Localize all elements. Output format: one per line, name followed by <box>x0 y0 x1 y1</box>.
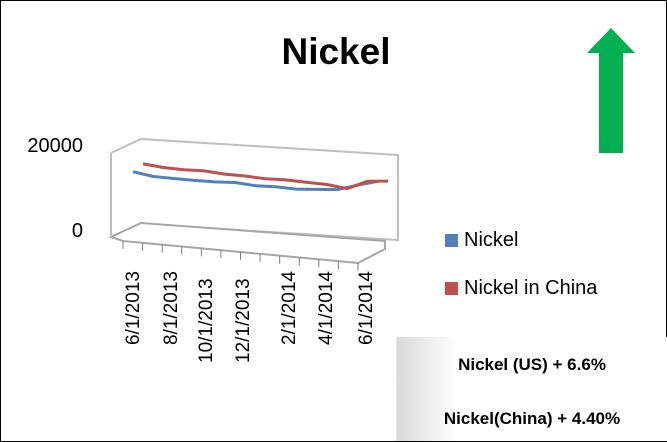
chart-floor <box>108 221 386 265</box>
legend-swatch-nickel <box>445 234 458 247</box>
x-tick-label: 2/1/2014 <box>279 271 300 345</box>
callout-china-change: Nickel(China) + 4.40% <box>443 409 621 428</box>
x-tick-label: 10/1/2013 <box>196 278 217 363</box>
x-tick-label: 12/1/2013 <box>233 278 254 363</box>
x-tick-label: 6/1/2014 <box>356 271 377 345</box>
legend-item-nickel-in-china: Nickel in China <box>445 277 597 300</box>
x-tick-label: 4/1/2014 <box>316 271 337 345</box>
y-tick-label-20000: 20000 <box>27 135 83 157</box>
x-tick-label: 8/1/2013 <box>161 271 182 345</box>
legend-label-nickel-in-china: Nickel in China <box>464 277 598 299</box>
y-tick-label-0: 0 <box>71 220 83 242</box>
callout-us-change: Nickel (US) + 6.6% <box>458 355 606 374</box>
legend-swatch-nickel-in-china <box>445 282 458 295</box>
chart-title: Nickel <box>281 31 391 72</box>
x-tick-label: 6/1/2013 <box>123 271 144 345</box>
series-line-nickel <box>132 170 379 192</box>
up-arrow-icon <box>587 28 635 153</box>
legend-item-nickel: Nickel <box>445 229 518 252</box>
legend-label-nickel: Nickel <box>464 229 519 251</box>
change-callout: Nickel (US) + 6.6% Nickel(China) + 4.40% <box>396 337 667 441</box>
series-line-nickel-in-china <box>142 162 389 191</box>
